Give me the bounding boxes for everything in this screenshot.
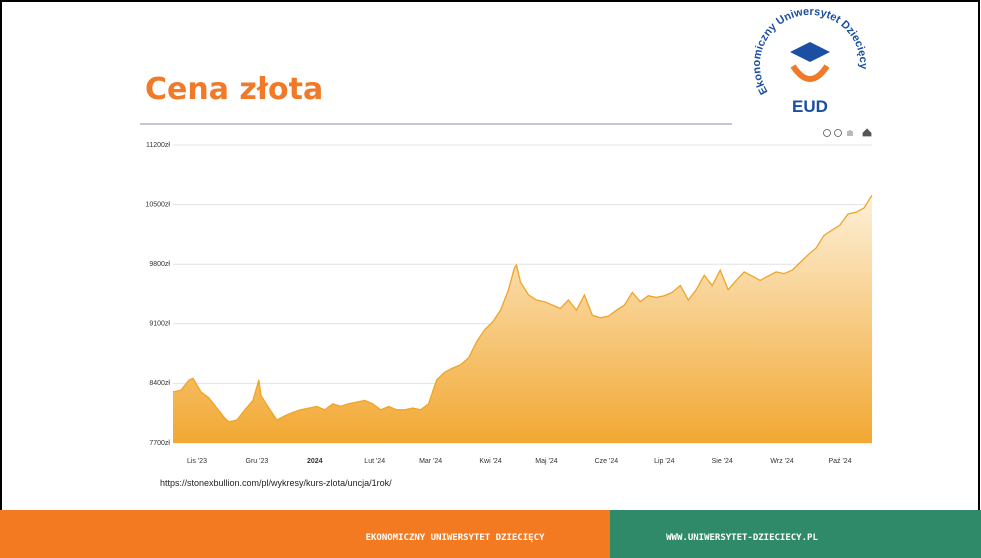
x-tick-label: 2024 — [307, 458, 323, 465]
source-link[interactable]: https://stonexbullion.com/pl/wykresy/kur… — [160, 478, 392, 488]
x-tick-label: Cze '24 — [595, 458, 619, 465]
line — [172, 194, 873, 423]
frame — [0, 0, 980, 510]
logo-abbr: EUD — [792, 97, 828, 116]
x-tick-label: Lut '24 — [364, 458, 385, 465]
y-tick-label: 7700zł — [149, 440, 170, 447]
footer-url[interactable]: WWW.UNIWERSYTET-DZIECIECY.PL — [666, 533, 818, 543]
x-tick-label: Wrz '24 — [770, 458, 793, 465]
footer-left — [0, 510, 610, 558]
x-tick-label: Maj '24 — [535, 458, 557, 465]
y-tick-label: 8400zł — [149, 380, 170, 387]
pan-icon[interactable] — [847, 130, 853, 136]
y-tick-label: 9800zł — [149, 261, 170, 268]
x-tick-label: Kwi '24 — [479, 458, 501, 465]
zoom-out-icon[interactable] — [834, 129, 842, 137]
y-tick-label: 10500zł — [145, 201, 170, 208]
x-tick-label: Paź '24 — [828, 458, 851, 465]
plot: 7700zł 8400zł 9100zł 9800zł 10500zł 11200zł Li… — [145, 142, 873, 465]
x-tick-label: Gru '23 — [246, 458, 269, 465]
slide-title: Cena złota — [145, 72, 323, 107]
logo: Ekonomiczny Uniwersytet Dziecięcy EUD — [751, 6, 869, 124]
logo-smile — [790, 64, 830, 82]
chart-toolbar — [823, 128, 872, 137]
zoom-in-icon[interactable] — [823, 129, 831, 137]
x-tick-label: Lip '24 — [654, 458, 675, 465]
y-tick-label: 11200zł — [146, 142, 170, 149]
x-tick-label: Sie '24 — [712, 458, 733, 465]
logo-disc — [752, 8, 868, 124]
logo-cap — [790, 42, 830, 62]
area — [173, 195, 872, 443]
footer-right — [610, 510, 981, 558]
home-icon[interactable] — [862, 128, 872, 137]
x-tick-label: Mar '24 — [419, 458, 442, 465]
footer-org: EKONOMICZNY UNIWERSYTET DZIECIĘCY — [366, 533, 545, 543]
y-tick-label: 9100zł — [149, 321, 170, 328]
x-tick-label: Lis '23 — [187, 458, 207, 465]
